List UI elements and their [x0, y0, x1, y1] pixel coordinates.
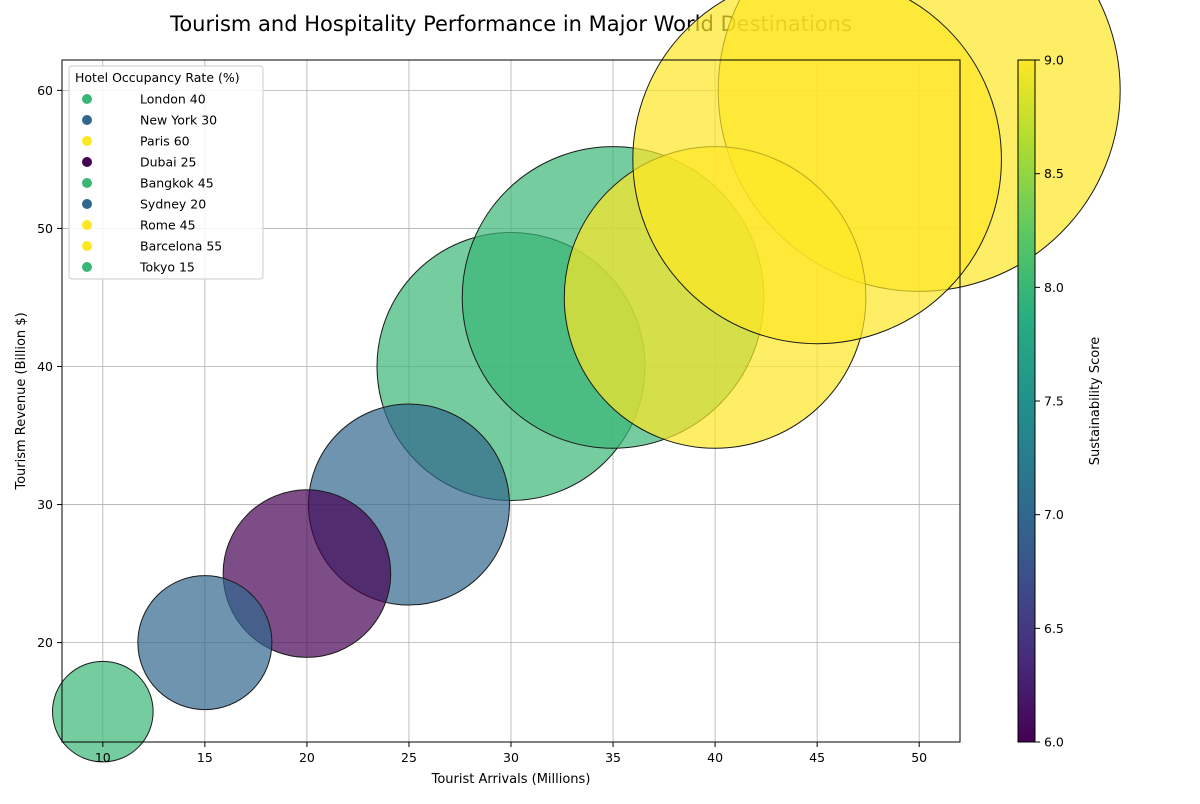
x-tick-label: 10	[95, 750, 111, 765]
colorbar-tick-label: 6.0	[1044, 735, 1064, 750]
y-tick-label: 40	[37, 359, 53, 374]
legend-entry-label: Dubai 25	[140, 155, 197, 170]
x-tick-label: 30	[503, 750, 519, 765]
x-tick-label: 25	[401, 750, 417, 765]
y-tick-label: 50	[37, 221, 53, 236]
colorbar-tick-label: 8.0	[1044, 280, 1064, 295]
x-tick-label: 35	[605, 750, 621, 765]
legend-entry-label: Tokyo 15	[139, 260, 195, 275]
legend-items: London 40 New York 30 Paris 60 Dubai 25 Bang…	[82, 92, 222, 275]
legend-marker	[82, 220, 92, 230]
x-tick-label: 50	[911, 750, 927, 765]
x-axis-label: Tourist Arrivals (Millions)	[431, 772, 591, 787]
legend-marker	[82, 115, 92, 125]
legend-entry-label: Bangkok 45	[140, 176, 214, 191]
legend-title: Hotel Occupancy Rate (%)	[75, 70, 240, 85]
legend-marker	[82, 157, 92, 167]
colorbar-tick-label: 7.0	[1044, 507, 1064, 522]
y-axis-label: Tourism Revenue (Billion $)	[14, 312, 29, 490]
legend-box	[68, 65, 264, 280]
colorbar-label: Sustainability Score	[1088, 337, 1103, 466]
y-axis-ticks: 20 30 40 50 60	[37, 83, 62, 650]
y-tick-label: 30	[37, 497, 53, 512]
legend-entry-label: Sydney 20	[140, 197, 206, 212]
bubble-point	[137, 575, 273, 711]
bubble-point	[632, 0, 1002, 345]
legend-marker	[82, 136, 92, 146]
legend-marker	[82, 262, 92, 272]
legend-entry-label: Paris 60	[140, 134, 190, 149]
legend-entry-label: Rome 45	[140, 218, 196, 233]
x-tick-label: 40	[707, 750, 723, 765]
colorbar-tick-label: 7.5	[1044, 394, 1064, 409]
legend-marker	[82, 199, 92, 209]
legend-entry-label: London 40	[140, 92, 206, 107]
legend-entry-label: Barcelona 55	[140, 239, 222, 254]
colorbar: 6.0 6.5 7.0 7.5 8.0 8.5 9.0 Sustainability Sco…	[1017, 53, 1103, 750]
y-tick-label: 60	[37, 83, 53, 98]
legend-marker	[82, 241, 92, 251]
colorbar-tick-label: 9.0	[1044, 53, 1064, 68]
x-axis-ticks: 10 15 20 25 30 35 40 45 50	[95, 742, 927, 765]
colorbar-ticks: 6.0 6.5 7.0 7.5 8.0 8.5 9.0	[1035, 53, 1064, 750]
legend-marker	[82, 178, 92, 188]
legend: Hotel Occupancy Rate (%) London 40 New Yo…	[68, 65, 264, 280]
x-tick-label: 15	[197, 750, 213, 765]
legend-entry-label: New York 30	[140, 113, 217, 128]
x-tick-label: 20	[299, 750, 315, 765]
bubble-point	[52, 660, 154, 763]
colorbar-tick-label: 8.5	[1044, 166, 1064, 181]
colorbar-gradient	[1017, 59, 1036, 743]
y-tick-label: 20	[37, 635, 53, 650]
colorbar-tick-label: 6.5	[1044, 621, 1064, 636]
x-tick-label: 45	[809, 750, 825, 765]
legend-marker	[82, 94, 92, 104]
